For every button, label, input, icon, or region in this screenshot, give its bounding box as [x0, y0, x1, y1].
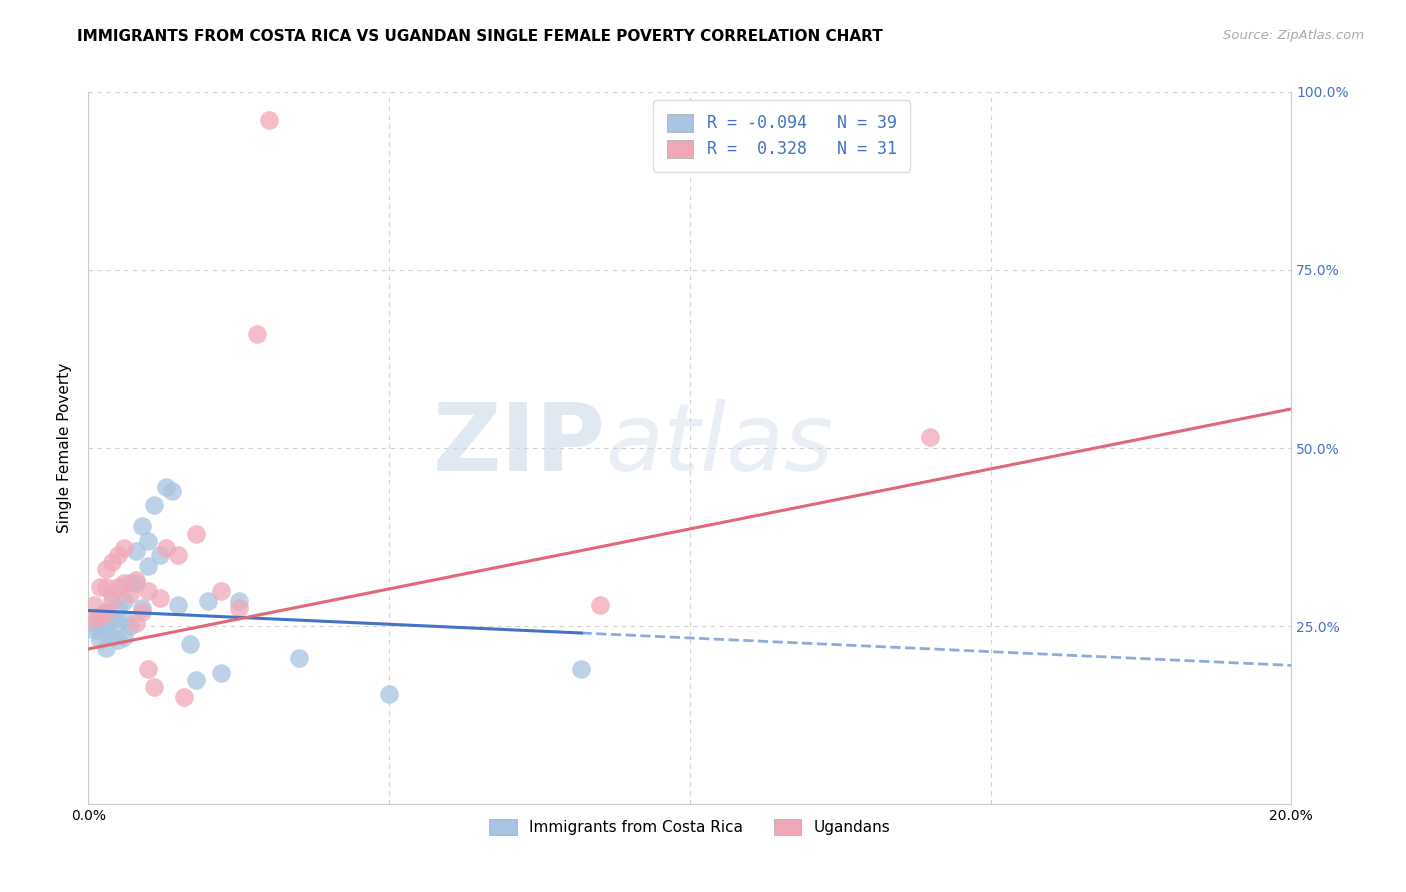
Point [101, 612, 124, 626]
Point [257, 113, 280, 128]
Point [107, 633, 129, 648]
Point [167, 548, 190, 562]
Point [89, 623, 111, 637]
Point [920, 430, 942, 444]
Point [571, 662, 593, 676]
Point [588, 598, 610, 612]
Point [89, 633, 111, 648]
Text: Source: ZipAtlas.com: Source: ZipAtlas.com [1223, 29, 1364, 42]
Point [186, 526, 208, 541]
Text: ZIP: ZIP [433, 399, 606, 491]
Point [209, 665, 232, 680]
Text: atlas: atlas [606, 399, 834, 490]
Point [143, 680, 166, 694]
Point [101, 555, 124, 569]
Point [83, 623, 105, 637]
Point [125, 615, 148, 630]
Point [155, 541, 177, 555]
Point [197, 594, 219, 608]
Point [89, 580, 111, 594]
Point [83, 615, 105, 630]
Y-axis label: Single Female Poverty: Single Female Poverty [58, 363, 72, 533]
Point [112, 630, 135, 644]
Point [83, 598, 105, 612]
Point [96, 580, 118, 594]
Text: IMMIGRANTS FROM COSTA RICA VS UGANDAN SINGLE FEMALE POVERTY CORRELATION CHART: IMMIGRANTS FROM COSTA RICA VS UGANDAN SI… [77, 29, 883, 44]
Point [107, 580, 129, 594]
Point [136, 662, 159, 676]
Point [96, 562, 118, 576]
Point [125, 544, 148, 558]
Point [101, 587, 124, 601]
Point [125, 576, 148, 591]
Point [131, 605, 153, 619]
Point [209, 583, 232, 598]
Point [167, 598, 190, 612]
Point [162, 483, 184, 498]
Point [101, 630, 124, 644]
Point [228, 594, 250, 608]
Point [120, 576, 142, 591]
Point [89, 608, 111, 623]
Point [155, 480, 177, 494]
Point [136, 533, 159, 548]
Legend: Immigrants from Costa Rica, Ugandans: Immigrants from Costa Rica, Ugandans [482, 811, 898, 843]
Point [120, 619, 142, 633]
Point [173, 690, 195, 705]
Point [131, 519, 153, 533]
Point [287, 651, 309, 665]
Point [149, 591, 172, 605]
Point [112, 541, 135, 555]
Point [228, 601, 250, 615]
Point [83, 612, 105, 626]
Point [89, 608, 111, 623]
Point [96, 605, 118, 619]
Point [96, 615, 118, 630]
Point [96, 640, 118, 655]
Point [107, 615, 129, 630]
Point [96, 626, 118, 640]
Point [112, 594, 135, 608]
Point [179, 637, 201, 651]
Point [378, 687, 401, 701]
Point [131, 601, 153, 615]
Point [143, 498, 166, 512]
Point [101, 594, 124, 608]
Point [112, 612, 135, 626]
Point [186, 673, 208, 687]
Point [149, 548, 172, 562]
Point [125, 573, 148, 587]
Point [107, 548, 129, 562]
Point [120, 587, 142, 601]
Point [136, 583, 159, 598]
Point [246, 327, 269, 342]
Point [107, 601, 129, 615]
Point [112, 576, 135, 591]
Point [136, 558, 159, 573]
Point [96, 605, 118, 619]
